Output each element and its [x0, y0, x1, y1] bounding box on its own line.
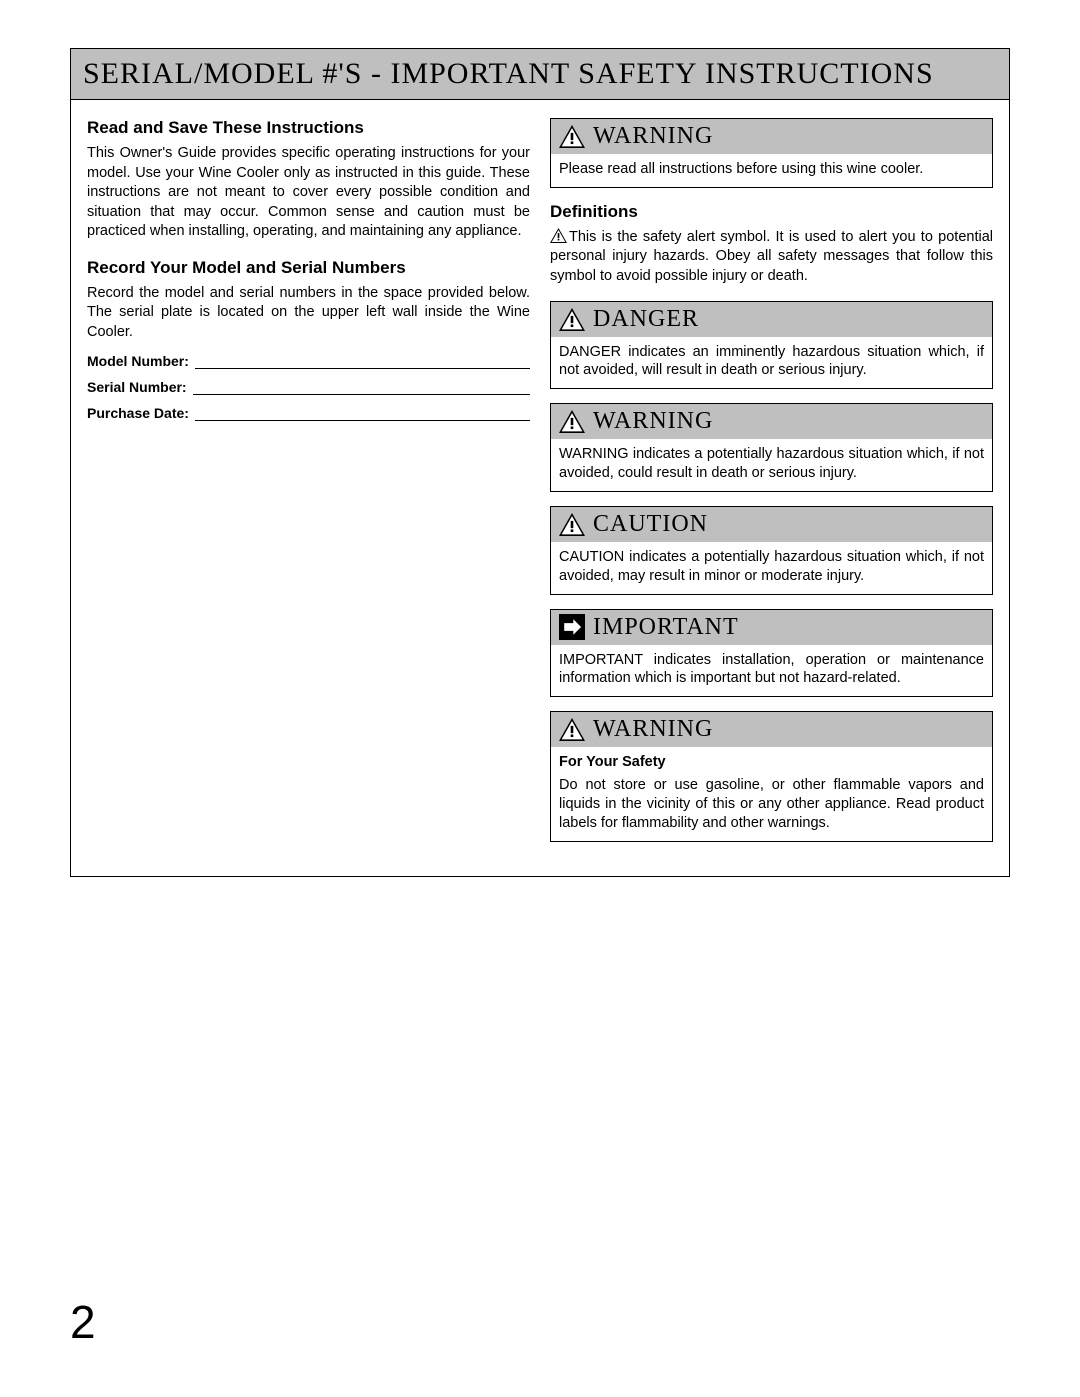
alert-title: WARNING	[593, 408, 713, 435]
alert-triangle-icon	[559, 410, 585, 433]
field-line-serial[interactable]	[193, 381, 530, 395]
left-column: Read and Save These Instructions This Ow…	[71, 100, 540, 876]
alert-danger: DANGER DANGER indicates an imminently ha…	[550, 301, 993, 390]
alert-triangle-icon	[550, 228, 567, 243]
alert-title: WARNING	[593, 716, 713, 743]
definitions-body: This is the safety alert symbol. It is u…	[550, 228, 993, 287]
alert-triangle-icon	[559, 513, 585, 536]
alert-title: IMPORTANT	[593, 614, 739, 641]
alert-warning-3: WARNING For Your Safety Do not store or …	[550, 711, 993, 841]
alert-title: WARNING	[593, 123, 713, 150]
alert-body: IMPORTANT indicates installation, operat…	[551, 645, 992, 697]
alert-header: DANGER	[551, 302, 992, 337]
alert-body-text: Do not store or use gasoline, or other f…	[559, 777, 984, 831]
alert-title: CAUTION	[593, 511, 708, 538]
alert-header: CAUTION	[551, 507, 992, 542]
alert-warning-2: WARNING WARNING indicates a potentially …	[550, 403, 993, 492]
page-number: 2	[70, 1295, 96, 1349]
section-body-record: Record the model and serial numbers in t…	[87, 284, 530, 343]
alert-header: WARNING	[551, 404, 992, 439]
document-page: SERIAL/MODEL #'S - IMPORTANT SAFETY INST…	[70, 48, 1010, 877]
field-line-date[interactable]	[195, 407, 530, 421]
alert-body: Please read all instructions before usin…	[551, 154, 992, 187]
alert-header: WARNING	[551, 119, 992, 154]
arrow-right-icon	[559, 614, 585, 640]
alert-body: For Your Safety Do not store or use gaso…	[551, 747, 992, 840]
alert-header: IMPORTANT	[551, 610, 992, 645]
alert-triangle-icon	[559, 125, 585, 148]
right-column: WARNING Please read all instructions bef…	[540, 100, 1009, 876]
alert-important: IMPORTANT IMPORTANT indicates installati…	[550, 609, 993, 698]
field-label-date: Purchase Date:	[87, 405, 189, 421]
page-title: SERIAL/MODEL #'S - IMPORTANT SAFETY INST…	[83, 57, 997, 91]
alert-title: DANGER	[593, 306, 699, 333]
page-title-bar: SERIAL/MODEL #'S - IMPORTANT SAFETY INST…	[71, 49, 1009, 100]
section-heading-definitions: Definitions	[550, 202, 993, 222]
alert-body: CAUTION indicates a potentially hazardou…	[551, 542, 992, 594]
field-model-number: Model Number:	[87, 353, 530, 369]
field-label-model: Model Number:	[87, 353, 189, 369]
field-line-model[interactable]	[195, 355, 530, 369]
alert-triangle-icon	[559, 308, 585, 331]
section-heading-record: Record Your Model and Serial Numbers	[87, 258, 530, 278]
section-heading-read-save: Read and Save These Instructions	[87, 118, 530, 138]
alert-triangle-icon	[559, 718, 585, 741]
alert-caution: CAUTION CAUTION indicates a potentially …	[550, 506, 993, 595]
two-column-layout: Read and Save These Instructions This Ow…	[71, 100, 1009, 876]
field-purchase-date: Purchase Date:	[87, 405, 530, 421]
alert-warning-1: WARNING Please read all instructions bef…	[550, 118, 993, 188]
field-serial-number: Serial Number:	[87, 379, 530, 395]
alert-header: WARNING	[551, 712, 992, 747]
definitions-text: This is the safety alert symbol. It is u…	[550, 229, 993, 284]
alert-subheading: For Your Safety	[559, 753, 984, 772]
section-body-read-save: This Owner's Guide provides specific ope…	[87, 144, 530, 242]
alert-body: DANGER indicates an imminently hazardous…	[551, 337, 992, 389]
field-label-serial: Serial Number:	[87, 379, 187, 395]
alert-body: WARNING indicates a potentially hazardou…	[551, 439, 992, 491]
